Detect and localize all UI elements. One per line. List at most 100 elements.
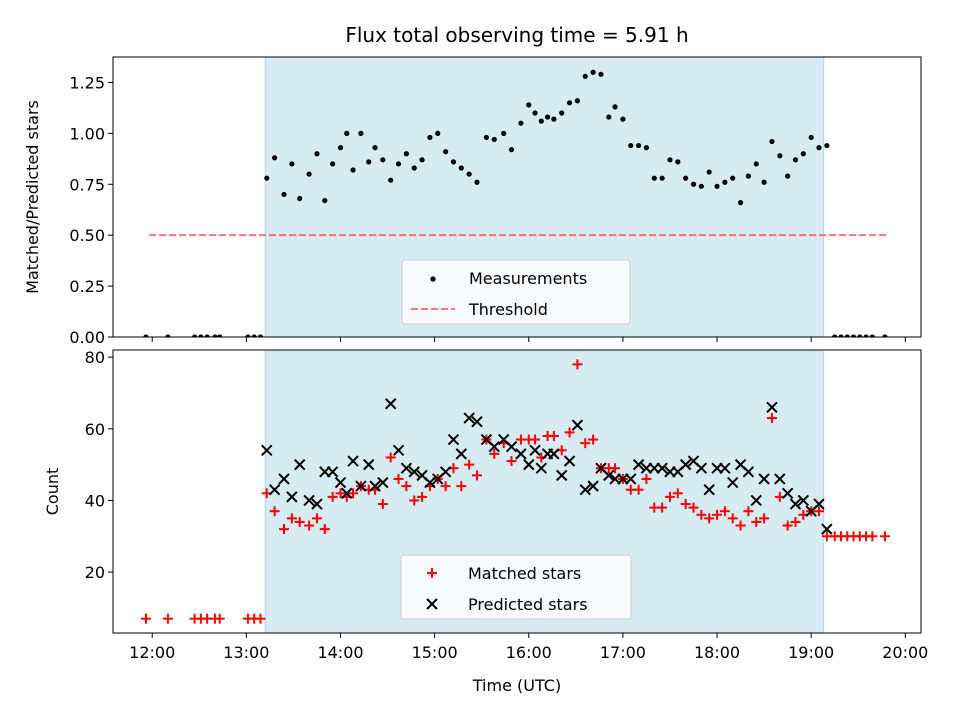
- matched-star-point: [162, 613, 173, 624]
- measurement-point: [380, 157, 386, 163]
- matched-star-point: [140, 613, 151, 624]
- measurement-point: [730, 175, 736, 181]
- legend-entry-label: Threshold: [468, 300, 548, 319]
- measurement-point: [816, 145, 822, 151]
- count-y-tick-label: 80: [85, 348, 105, 367]
- predicted-star-point: [656, 462, 668, 474]
- measurement-point: [850, 334, 857, 337]
- matched-star-point: [255, 613, 266, 624]
- x-tick-label: 16:00: [506, 643, 552, 662]
- measurement-point: [257, 334, 264, 337]
- matched-star-point: [610, 463, 621, 474]
- measurement-point: [606, 114, 612, 120]
- matched-star-point: [782, 520, 793, 531]
- predicted-star-point: [471, 415, 483, 428]
- count-axes-frame: [112, 349, 922, 634]
- measurement-point: [745, 173, 752, 179]
- measurement-point: [651, 175, 657, 181]
- predicted-star-point: [727, 476, 739, 489]
- predicted-star-point: [400, 462, 413, 474]
- matched-star-point: [735, 520, 746, 531]
- matched-star-point: [506, 456, 517, 467]
- measurement-point: [792, 157, 799, 163]
- matched-star-point: [417, 491, 428, 502]
- predicted-star-point: [355, 480, 367, 492]
- matched-star-point: [688, 502, 699, 513]
- measurement-point: [508, 147, 515, 153]
- predicted-star-point: [341, 487, 353, 499]
- measurement-point: [722, 179, 728, 185]
- matched-star-point: [759, 513, 770, 524]
- count-y-tick-label: 60: [85, 420, 105, 439]
- matched-star-point: [489, 448, 500, 459]
- measurement-point: [590, 69, 596, 75]
- measurement-point: [566, 100, 573, 106]
- measurement-point: [785, 173, 791, 179]
- matched-star-point: [680, 499, 691, 510]
- predicted-star-point: [556, 469, 568, 482]
- measurement-point: [769, 138, 775, 145]
- predicted-star-point: [377, 476, 389, 489]
- measurement-point: [297, 195, 303, 202]
- legend-matched-swatch: [427, 568, 437, 578]
- predicted-star-point: [293, 458, 306, 471]
- measurement-point: [289, 161, 295, 167]
- matched-star-point: [664, 491, 675, 502]
- matched-star-point: [471, 470, 482, 481]
- matched-star-point: [564, 427, 575, 438]
- predicted-star-point: [463, 412, 475, 424]
- matched-star-point: [867, 531, 878, 542]
- count-panel: 20 40 60 80 12:00 13:00 14:00 15:00 16:00 17:00 18…: [43, 348, 928, 662]
- measurement-point: [698, 183, 704, 189]
- measurement-point: [143, 334, 149, 337]
- x-tick-label: 17:00: [600, 643, 646, 662]
- measurement-point: [857, 334, 863, 337]
- matched-star-point: [790, 516, 801, 527]
- matched-star-point: [304, 520, 315, 531]
- matched-star-point: [704, 513, 715, 524]
- ratio-panel: 0.00 0.25 0.50 0.75 1.00 1.25 Matched/Predicte…: [23, 56, 922, 347]
- measurement-point: [574, 98, 581, 104]
- predicted-star-point: [347, 455, 359, 467]
- ratio-y-tick-label: 1.25: [69, 73, 105, 92]
- measurement-point: [518, 120, 524, 126]
- predicted-star-point: [392, 444, 405, 457]
- count-y-axis-label: Count: [43, 468, 62, 516]
- predicted-star-point: [278, 473, 290, 485]
- matched-star-point: [327, 491, 338, 502]
- legend-box: [400, 554, 632, 620]
- measurement-point: [198, 334, 204, 337]
- predicted-star-point: [679, 458, 692, 471]
- matched-star-point: [311, 513, 322, 524]
- predicted-star-point: [548, 448, 560, 460]
- matched-star-point: [879, 531, 890, 542]
- matched-star-point: [335, 488, 346, 499]
- predicted-star-point: [384, 398, 397, 410]
- matched-star-point: [727, 513, 738, 524]
- ratio-y-tick-label: 1.00: [69, 124, 105, 143]
- predicted-star-point: [821, 523, 833, 535]
- matched-star-point: [286, 513, 297, 524]
- measurement-point: [863, 334, 869, 337]
- predicted-star-point: [455, 448, 468, 460]
- predicted-star-point: [334, 476, 347, 489]
- measurement-point: [330, 161, 336, 167]
- predicted-star-point: [695, 462, 708, 474]
- measurement-point: [808, 134, 814, 141]
- measurement-point: [450, 159, 457, 165]
- chart-title: Flux total observing time = 5.91 h: [345, 23, 688, 47]
- measurement-point: [690, 181, 697, 187]
- matched-star-point: [588, 434, 599, 445]
- count-y-tick-label: 40: [85, 491, 105, 510]
- x-tick-label: 20:00: [882, 643, 928, 662]
- ratio-y-tick-label: 0.25: [69, 277, 105, 296]
- predicted-star-point: [625, 473, 637, 485]
- matched-star-point: [409, 495, 420, 506]
- measurement-point: [474, 179, 480, 185]
- measurement-point: [777, 153, 783, 159]
- matched-star-point: [633, 484, 644, 495]
- predicted-star-point: [369, 480, 381, 492]
- measurement-point: [824, 142, 830, 149]
- measurement-point: [598, 71, 604, 77]
